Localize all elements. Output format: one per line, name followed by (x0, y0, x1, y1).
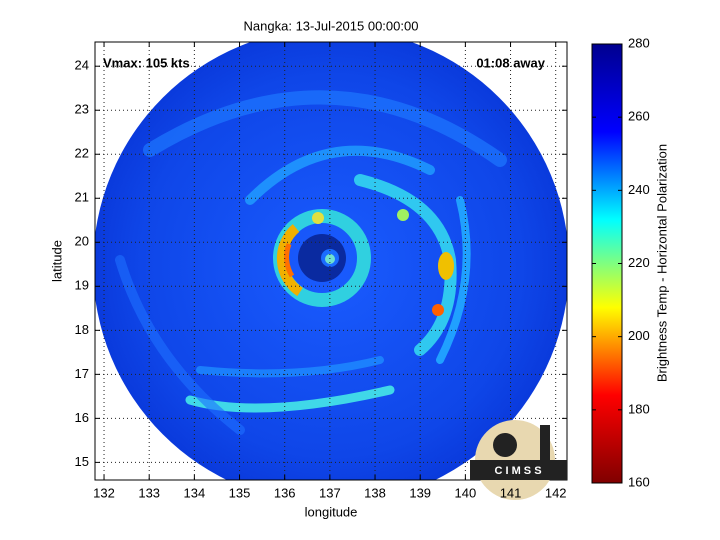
y-tick-label: 15 (75, 454, 89, 469)
x-tick-label: 133 (138, 485, 160, 500)
colorbar-tick-label: 260 (628, 109, 650, 124)
x-axis-label: longitude (305, 504, 358, 519)
x-tick-label: 136 (274, 485, 296, 500)
plot-frame (94, 41, 568, 481)
x-tick-label: 135 (229, 485, 251, 500)
colorbar-label: Brightness Temp - Horizontal Polarizatio… (654, 144, 669, 382)
colorbar-tick-label: 200 (628, 328, 650, 343)
axes (95, 42, 567, 480)
x-tick-label: 137 (319, 485, 341, 500)
y-tick-label: 16 (75, 410, 89, 425)
y-tick-label: 18 (75, 322, 89, 337)
colorbar-tick-label: 280 (628, 35, 650, 50)
logo-text: C I M S S (494, 465, 541, 477)
y-tick-label: 19 (75, 278, 89, 293)
y-axis-label: latitude (49, 240, 64, 282)
annotation: 01:08 away (476, 55, 545, 70)
x-tick-label: 142 (545, 485, 567, 500)
y-tick-label: 17 (75, 366, 89, 381)
y-tick-label: 20 (75, 234, 89, 249)
colorbar-tick-label: 220 (628, 255, 650, 270)
annotation: Vmax: 105 kts (103, 55, 190, 70)
y-tick-label: 21 (75, 190, 89, 205)
colorbar-tick-label: 180 (628, 401, 650, 416)
y-tick-label: 23 (75, 102, 89, 117)
colorbar-tick-label: 160 (628, 474, 650, 489)
colorbar-tick-label: 240 (628, 182, 650, 197)
chart-title: Nangka: 13-Jul-2015 00:00:00 (244, 18, 419, 33)
x-tick-label: 132 (93, 485, 115, 500)
colorbar (591, 43, 623, 484)
x-tick-label: 140 (455, 485, 477, 500)
x-tick-label: 138 (364, 485, 386, 500)
y-tick-label: 22 (75, 146, 89, 161)
y-tick-label: 24 (75, 58, 89, 73)
x-tick-label: 139 (409, 485, 431, 500)
x-tick-label: 134 (184, 485, 206, 500)
x-tick-label: 141 (500, 485, 522, 500)
logo: C I M S S (470, 420, 567, 500)
satellite-image (95, 42, 567, 480)
